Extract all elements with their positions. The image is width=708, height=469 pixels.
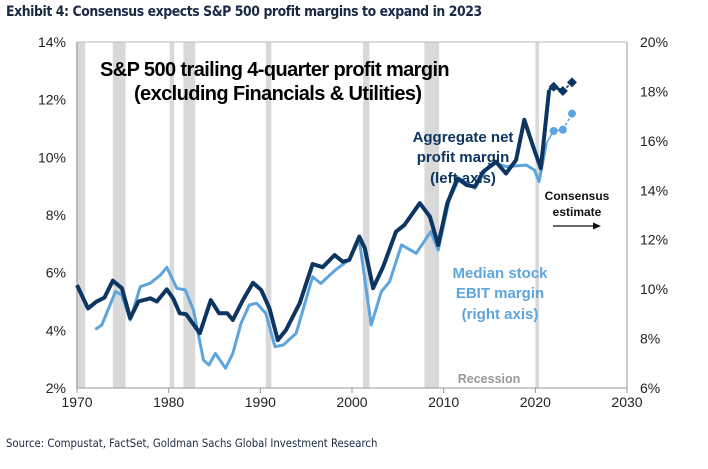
x-tick-label: 1990 <box>245 394 276 410</box>
y-left-tick-label: 2% <box>46 380 66 396</box>
y-right-tick-label: 8% <box>640 331 660 347</box>
aggregate-estimate-diamond <box>557 86 568 97</box>
x-tick-label: 1980 <box>153 394 184 410</box>
recession-band <box>424 42 440 388</box>
recession-label: Recession <box>458 372 521 386</box>
consensus-line-1: Consensus <box>545 189 610 203</box>
recession-band <box>265 42 272 388</box>
median-estimate-dot <box>549 126 558 135</box>
median-estimate-dot <box>558 125 567 134</box>
recession-band <box>76 42 86 388</box>
y-left-tick-label: 12% <box>38 92 66 108</box>
recession-band <box>363 42 370 388</box>
recession-band <box>183 42 196 388</box>
aggregate-label-line-3: (left axis) <box>430 170 496 187</box>
chart-subtitle: (excluding Financials & Utilities) <box>134 83 421 105</box>
arrow-head-icon <box>593 222 601 230</box>
recession-band <box>535 42 539 388</box>
y-left-tick-label: 10% <box>38 149 66 165</box>
consensus-line-2: estimate <box>553 205 602 219</box>
recession-band <box>169 42 175 388</box>
aggregate-label: Aggregate net profit margin (left axis) <box>413 129 514 187</box>
x-tick-label: 2020 <box>520 394 551 410</box>
source-note: Source: Compustat, FactSet, Goldman Sach… <box>6 436 378 450</box>
aggregate-label-line-2: profit margin <box>417 149 510 166</box>
recession-band <box>112 42 126 388</box>
x-tick-label: 1970 <box>61 394 92 410</box>
x-tick-label: 2030 <box>611 394 642 410</box>
y-left-tick-label: 8% <box>46 207 66 223</box>
aggregate-margin-line <box>75 89 552 343</box>
median-label-line-2: EBIT margin <box>456 285 544 302</box>
aggregate-estimate-diamond <box>567 77 577 88</box>
median-estimate-dot <box>568 109 576 118</box>
y-left-tick-label: 14% <box>38 34 66 50</box>
y-right-tick-label: 18% <box>640 83 668 99</box>
axis-ticks: 1970 1980 1990 2000 2010 2020 2030 2% 4% 6% 8% 10% 1… <box>38 34 668 410</box>
y-right-tick-label: 14% <box>640 182 668 198</box>
y-left-tick-label: 4% <box>46 322 66 338</box>
exhibit-title: Exhibit 4: Consensus expects S&P 500 pro… <box>6 4 482 20</box>
median-label: Median stock EBIT margin (right axis) <box>452 265 548 323</box>
median-label-line-1: Median stock <box>452 265 548 282</box>
x-tick-label: 2000 <box>336 394 367 410</box>
recession-bands <box>76 42 539 388</box>
chart-title: S&P 500 trailing 4-quarter profit margin <box>100 59 449 81</box>
y-right-tick-label: 20% <box>640 34 668 50</box>
y-right-tick-label: 12% <box>640 232 668 248</box>
aggregate-estimate-diamond <box>548 81 559 92</box>
y-right-tick-label: 16% <box>640 133 668 149</box>
aggregate-label-line-1: Aggregate net <box>413 129 514 146</box>
x-tick-label: 2010 <box>428 394 459 410</box>
median-label-line-3: (right axis) <box>462 306 539 323</box>
y-left-tick-label: 6% <box>46 265 66 281</box>
series <box>75 77 577 370</box>
y-right-tick-label: 6% <box>640 380 660 396</box>
consensus-annotation: Consensus estimate <box>545 189 610 230</box>
y-right-tick-label: 10% <box>640 281 668 297</box>
